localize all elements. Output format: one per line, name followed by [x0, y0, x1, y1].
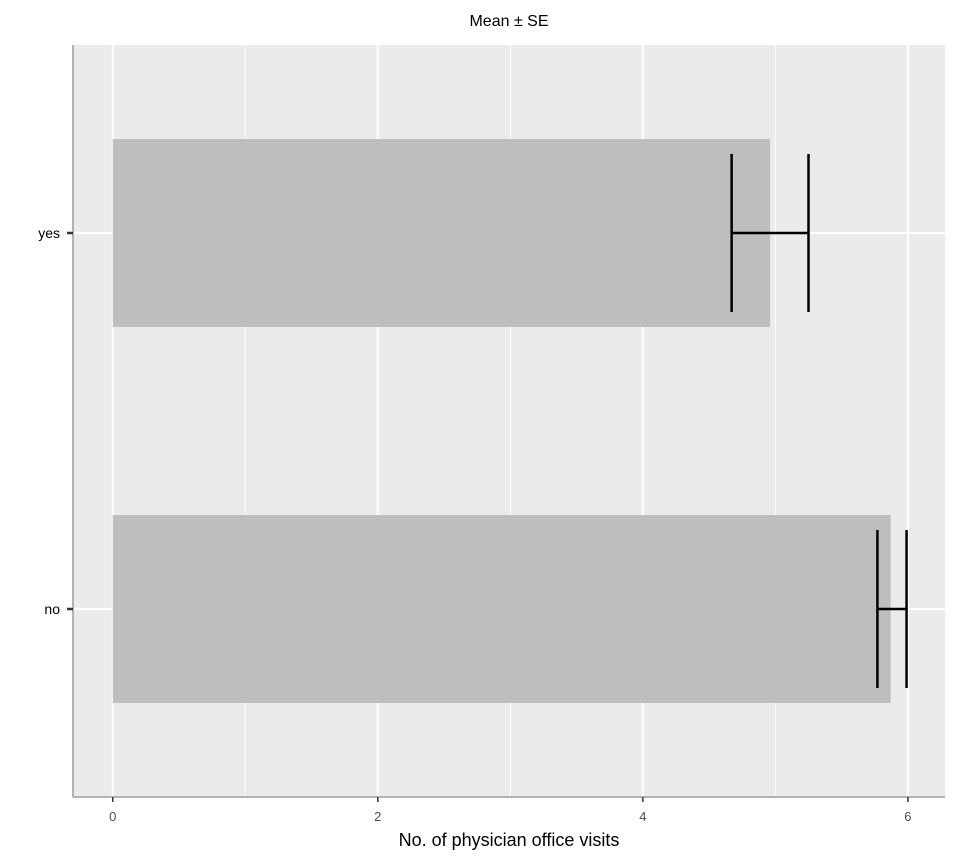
x-axis-ticks: 0 2 4 6: [109, 797, 912, 824]
y-tick-label: yes: [38, 225, 60, 241]
bar-no: [112, 515, 891, 703]
bars: [112, 139, 891, 703]
x-tick-label: 4: [639, 809, 646, 824]
y-axis-ticks: yes no: [38, 225, 73, 617]
x-tick-label: 2: [374, 809, 381, 824]
error-bars: [730, 154, 908, 688]
bar-yes: [112, 139, 771, 327]
x-tick-label: 6: [904, 809, 911, 824]
error-bar-no: [876, 530, 908, 688]
x-axis-label: No. of physician office visits: [399, 830, 620, 850]
chart-title: Mean ± SE: [469, 13, 548, 30]
x-tick-label: 0: [109, 809, 116, 824]
axes: [72, 45, 945, 798]
error-bar-yes: [730, 154, 810, 312]
y-tick-label: no: [44, 601, 60, 617]
